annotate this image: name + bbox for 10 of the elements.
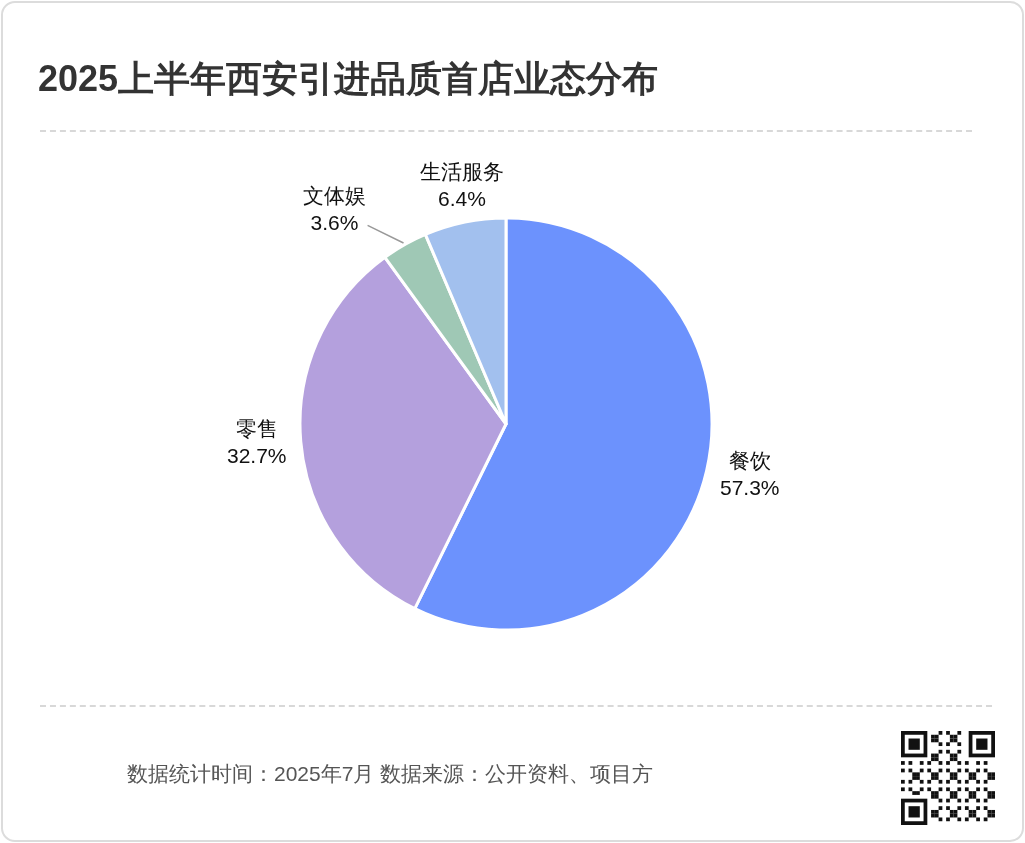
data-label: 32.7% xyxy=(227,444,287,468)
chart-title: 2025上半年西安引进品质首店业态分布 xyxy=(38,57,659,99)
slice-label: 生活服务 xyxy=(420,160,504,183)
slice-label: 文体娱 xyxy=(303,184,366,207)
slice-label: 餐饮 xyxy=(728,449,771,472)
slice-label: 零售 xyxy=(235,417,278,440)
text: 数据统计时间：2025年7月 数据来源：公开资料、项目方 xyxy=(127,762,654,785)
data-label: 57.3% xyxy=(720,476,780,500)
data-label: 3.6% xyxy=(310,211,359,235)
data-label: 6.4% xyxy=(438,187,486,211)
